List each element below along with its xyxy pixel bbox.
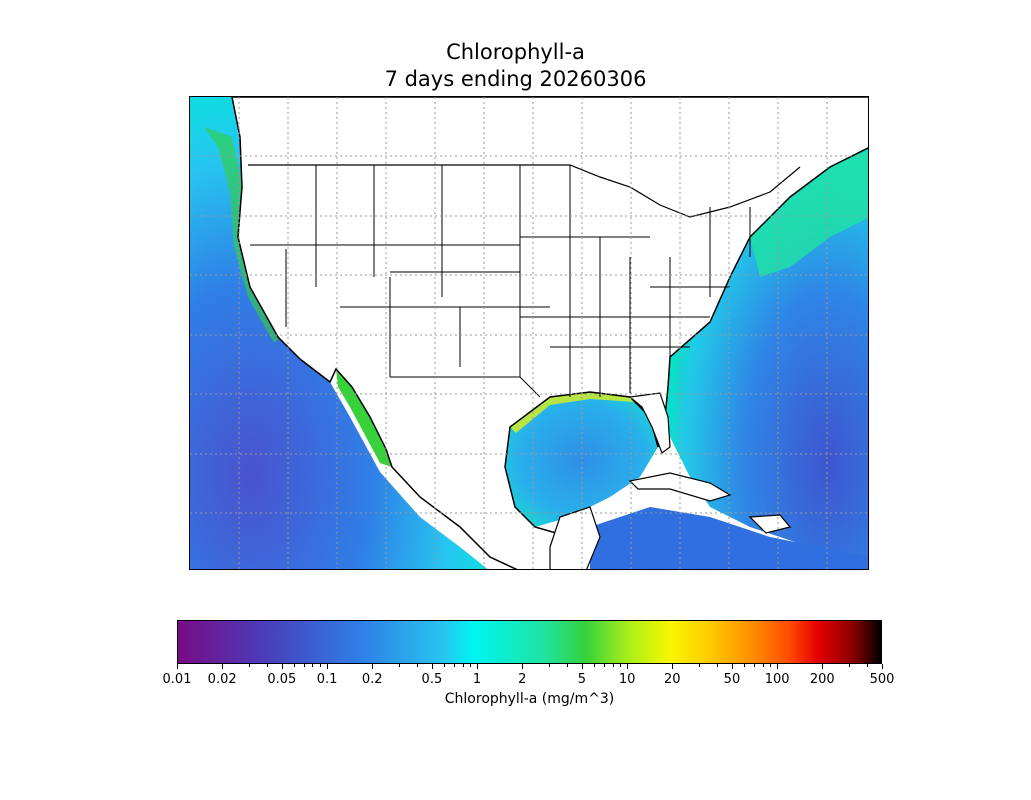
map-subtitle: 7 days ending 20260306 — [384, 67, 647, 91]
northeast-waters — [750, 152, 868, 277]
yucatan — [549, 506, 601, 569]
colorbar-minor-tick — [312, 664, 314, 667]
colorbar-minor-tick — [717, 664, 719, 667]
north-america-coastline — [231, 97, 868, 569]
colorbar-tick-label: 1 — [472, 672, 482, 687]
map-svg — [190, 97, 868, 569]
colorbar-minor-tick — [453, 664, 455, 667]
colorbar-minor-tick — [848, 664, 850, 667]
colorbar-minor-tick — [293, 664, 295, 667]
colorbar-tick-label: 50 — [723, 672, 741, 687]
colorbar-minor-tick — [548, 664, 550, 667]
colorbar-minor-tick — [267, 664, 269, 667]
colorbar-major-tick — [281, 664, 283, 669]
colorbar-major-tick — [882, 664, 883, 669]
colorbar-minor-tick — [443, 664, 445, 667]
colorbar-tick-label: 2 — [518, 672, 527, 687]
colorbar-tick-label: 0.1 — [316, 672, 338, 687]
colorbar-minor-tick — [567, 664, 569, 667]
colorbar-major-tick — [372, 664, 374, 669]
colorbar-minor-tick — [303, 664, 305, 667]
colorbar-tick-label: 200 — [809, 672, 835, 687]
colorbar-major-tick — [581, 664, 583, 669]
canada-us-border — [248, 164, 801, 218]
colorbar-tick-label: 20 — [663, 672, 681, 687]
colorbar-minor-tick — [248, 664, 250, 667]
colorbar-major-tick — [731, 664, 733, 669]
colorbar-major-tick — [672, 664, 674, 669]
state-borders — [248, 164, 751, 398]
colorbar-label: Chlorophyll-a (mg/m^3) — [444, 691, 615, 707]
colorbar-tick-label: 0.5 — [421, 672, 443, 687]
colorbar-major-tick — [822, 664, 824, 669]
colorbar-minor-tick — [470, 664, 472, 667]
colorbar-minor-tick — [698, 664, 700, 667]
colorbar-tick-label: 0.05 — [267, 672, 297, 687]
colorbar-minor-tick — [753, 664, 755, 667]
colorbar-major-tick — [222, 664, 224, 669]
colorbar-major-tick — [177, 664, 178, 669]
gulf-of-mexico — [505, 392, 658, 527]
colorbar-tick-label: 0.02 — [207, 672, 237, 687]
colorbar-minor-tick — [762, 664, 764, 667]
colorbar-minor-tick — [398, 664, 400, 667]
colorbar-minor-tick — [320, 664, 322, 667]
colorbar-minor-tick — [593, 664, 595, 667]
colorbar-minor-tick — [612, 664, 614, 667]
gridlines — [190, 97, 868, 569]
colorbar-minor-tick — [867, 664, 869, 667]
colorbar-ticks: 0.01 0.02 0.05 0.1 0.2 0.5 1 2 5 10 20 50 100 200 500 — [163, 664, 894, 694]
colorbar-tick-label: 0.2 — [361, 672, 383, 687]
colorbar-major-tick — [522, 664, 524, 669]
colorbar-tick-label: 10 — [618, 672, 636, 687]
chlorophyll-map — [189, 96, 869, 570]
colorbar-tick-label: 500 — [869, 672, 895, 687]
colorbar-tick-label: 100 — [764, 672, 790, 687]
colorbar-minor-tick — [462, 664, 464, 667]
colorbar-major-tick — [777, 664, 779, 669]
colorbar-major-tick — [327, 664, 329, 669]
colorbar-major-tick — [431, 664, 433, 669]
colorbar — [177, 620, 882, 664]
pacific-ocean — [190, 97, 488, 569]
map-title: Chlorophyll-a — [446, 40, 585, 64]
colorbar-minor-tick — [603, 664, 605, 667]
colorbar-minor-tick — [770, 664, 772, 667]
colorbar-minor-tick — [417, 664, 419, 667]
colorbar-tick-label: 5 — [577, 672, 587, 687]
colorbar-minor-tick — [743, 664, 745, 667]
colorbar-major-tick — [627, 664, 629, 669]
atlantic-ocean — [660, 148, 868, 567]
colorbar-tick-label: 0.01 — [162, 672, 192, 687]
colorbar-major-tick — [477, 664, 479, 669]
hispaniola — [748, 514, 792, 534]
florida — [628, 392, 671, 454]
colorbar-minor-tick — [620, 664, 622, 667]
